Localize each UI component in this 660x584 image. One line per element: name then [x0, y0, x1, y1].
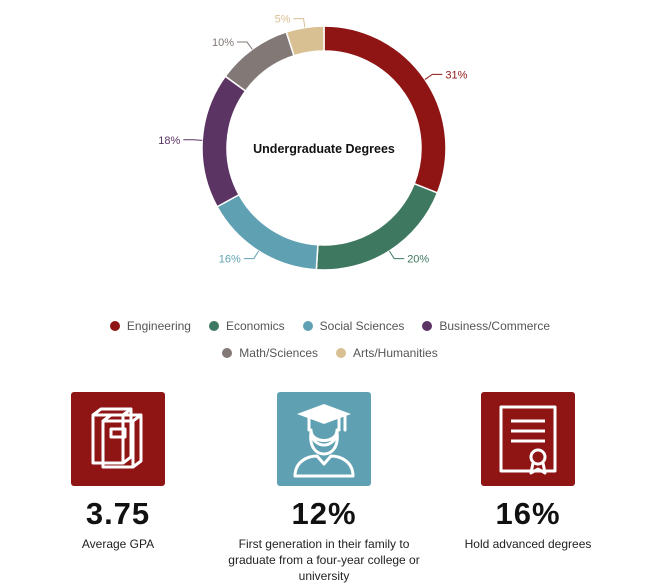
legend-swatch: [302, 321, 313, 331]
legend-label: Arts/Humanities: [353, 346, 438, 360]
stat-advanced-degrees: 16% Hold advanced degrees: [428, 392, 628, 552]
stat-value: 12%: [291, 496, 357, 531]
legend-label: Social Sciences: [319, 319, 405, 333]
legend-swatch: [336, 348, 346, 358]
legend-swatch: [422, 321, 433, 331]
data-label: 16%: [219, 254, 241, 266]
certificate-icon: [481, 392, 575, 486]
legend-item-arts-humanities[interactable]: Arts/Humanities: [336, 346, 438, 360]
legend-item-math-sciences[interactable]: Math/Sciences: [222, 346, 318, 360]
data-label: 20%: [407, 254, 429, 266]
data-label: 31%: [445, 69, 467, 81]
donut-slice-arts-humanities[interactable]: [285, 25, 325, 57]
stat-first-generation: 12% First generation in their family to …: [224, 392, 424, 584]
legend-item-economics[interactable]: Economics: [208, 319, 285, 333]
legend-item-business-commerce[interactable]: Business/Commerce: [422, 319, 550, 333]
books-icon: [71, 392, 165, 486]
legend-label: Business/Commerce: [439, 319, 551, 333]
legend-item-engineering[interactable]: Engineering: [109, 319, 191, 333]
donut-slice-engineering[interactable]: [323, 25, 447, 194]
data-label: 5%: [275, 14, 291, 26]
donut-chart: 31% 20% 16% 18% 10% 5% Undergraduate Degrees: [158, 14, 468, 271]
legend-row-1: Engineering Economics Social Sciences Bu…: [0, 319, 660, 333]
data-label-leader: [293, 18, 306, 28]
legend-swatch: [109, 321, 120, 331]
stat-caption: Average GPA: [81, 537, 155, 551]
data-label: 18%: [158, 135, 180, 147]
data-label-leader: [424, 73, 443, 80]
data-label-leader: [237, 41, 253, 50]
stat-value: 16%: [495, 496, 561, 531]
stat-caption: Hold advanced degrees: [464, 537, 592, 551]
data-label-leader: [388, 250, 405, 260]
legend-item-social-sciences[interactable]: Social Sciences: [302, 319, 405, 333]
chart-title: Undergraduate Degrees: [253, 142, 395, 156]
data-label-leader: [183, 139, 203, 141]
stat-caption: First generation in their family to grad…: [228, 537, 420, 583]
stat-value: 3.75: [85, 496, 151, 531]
legend-label: Math/Sciences: [239, 346, 318, 360]
data-label: 10%: [212, 37, 234, 49]
donut-slice-math-sciences[interactable]: [224, 31, 295, 93]
data-label-leader: [243, 250, 260, 260]
legend-label: Economics: [225, 319, 285, 333]
graduate-icon: [277, 392, 371, 486]
legend-swatch: [208, 321, 219, 331]
legend-row-2: Math/Sciences Arts/Humanities: [0, 346, 660, 360]
legend-swatch: [222, 348, 233, 358]
legend-label: Engineering: [126, 319, 191, 333]
donut-slice-business-commerce[interactable]: [201, 75, 247, 208]
stat-gpa: 3.75 Average GPA: [18, 392, 218, 552]
